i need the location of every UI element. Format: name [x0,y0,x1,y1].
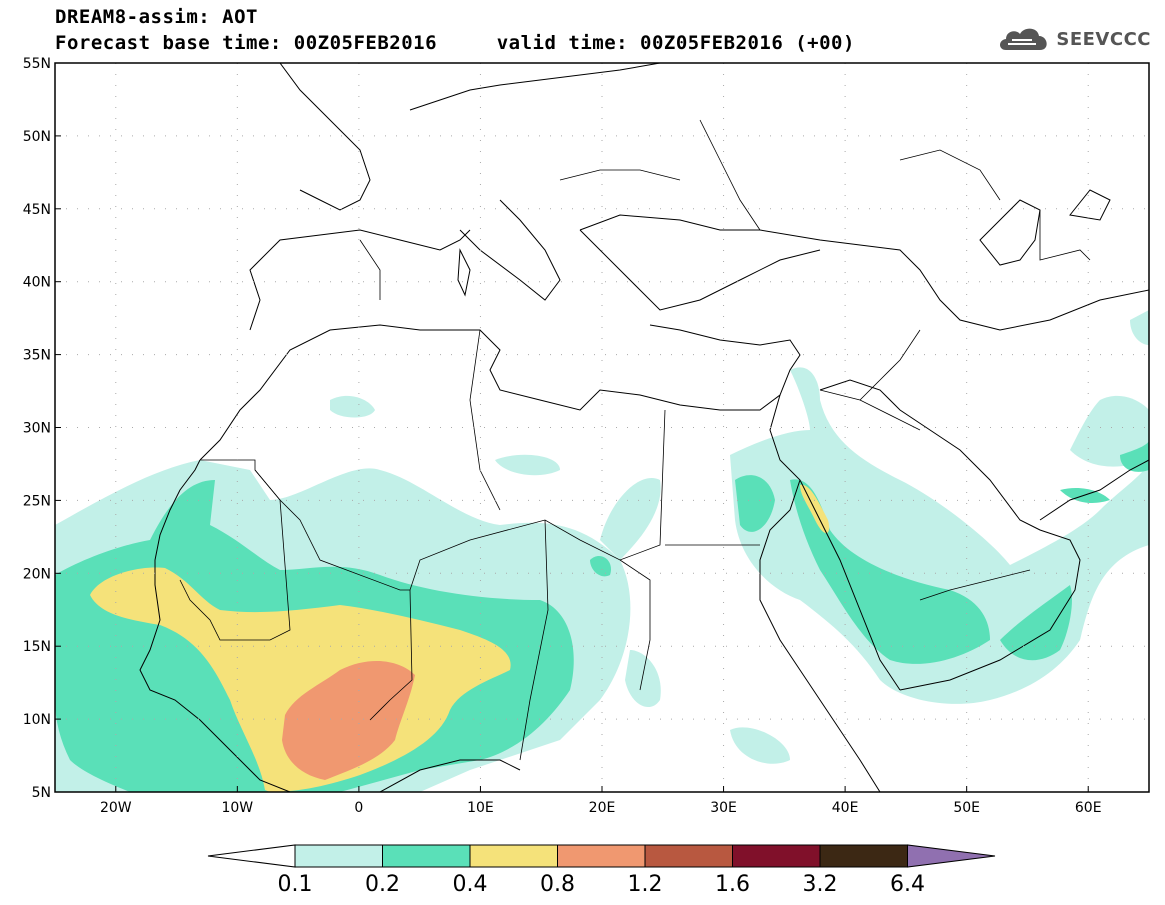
colorbar-threshold-label: 0.1 [278,872,313,897]
colorbar-threshold-label: 6.4 [890,872,925,897]
latitude-axis: 5N 10N 15N 20N 25N 30N 35N 40N 45N 50N 55N [23,56,61,801]
colorbar-segment [382,844,471,868]
colorbar-segment [819,844,908,868]
colorbar-segment [294,844,383,868]
country-borders [179,119,1091,761]
cloud-icon [1000,28,1048,50]
lat-tick-label: 20N [23,566,51,582]
colorbar-segment [469,844,558,868]
lat-tick-label: 55N [23,56,51,72]
forecast-time-subtitle: Forecast base time: 00Z05FEB2016 valid t… [55,32,855,54]
seevccc-logo: SEEVCCC [996,22,1151,56]
lat-tick-label: 10N [23,712,51,728]
colorbar-threshold-label: 0.2 [365,872,400,897]
lon-tick-label: 60E [1075,800,1102,816]
map-title: DREAM8-assim: AOT [55,6,258,28]
aot-level-0.8 [282,660,415,780]
colorbar-under-arrow [207,844,296,868]
colorbar-threshold-label: 0.4 [453,872,488,897]
lat-tick-label: 50N [23,129,51,145]
lon-tick-label: 10W [221,800,253,816]
lon-tick-label: 50E [953,800,980,816]
lon-tick-label: 30E [710,800,737,816]
graticule [55,63,1149,792]
colorbar-threshold-label: 0.8 [540,872,575,897]
lat-tick-label: 35N [23,348,51,364]
lon-tick-label: 20E [589,800,616,816]
logo-text: SEEVCCC [1056,28,1151,50]
aot-field [55,310,1149,792]
lat-tick-label: 40N [23,275,51,291]
colorbar-segment [557,844,646,868]
lon-tick-label: 10E [467,800,494,816]
lat-tick-label: 25N [23,493,51,509]
colorbar-threshold-label: 3.2 [803,872,838,897]
lon-tick-label: 40E [832,800,859,816]
lat-tick-label: 15N [23,639,51,655]
colorbar-over-arrow [907,844,996,868]
colorbar-threshold-label: 1.6 [715,872,750,897]
lat-tick-label: 45N [23,202,51,218]
colorbar-segment [732,844,821,868]
colorbar-segment [644,844,733,868]
colorbar-threshold-label: 1.2 [628,872,663,897]
lon-tick-label: 20W [100,800,132,816]
colorbar-legend: 0.1 0.2 0.4 0.8 1.2 1.6 3.2 6.4 [207,844,996,897]
lon-tick-label: 0 [354,800,363,816]
lat-tick-label: 5N [32,785,51,801]
coastlines [139,63,1149,792]
lat-tick-label: 30N [23,421,51,437]
longitude-axis: 20W 10W 0 10E 20E 30E 40E 50E 60E [100,786,1102,816]
